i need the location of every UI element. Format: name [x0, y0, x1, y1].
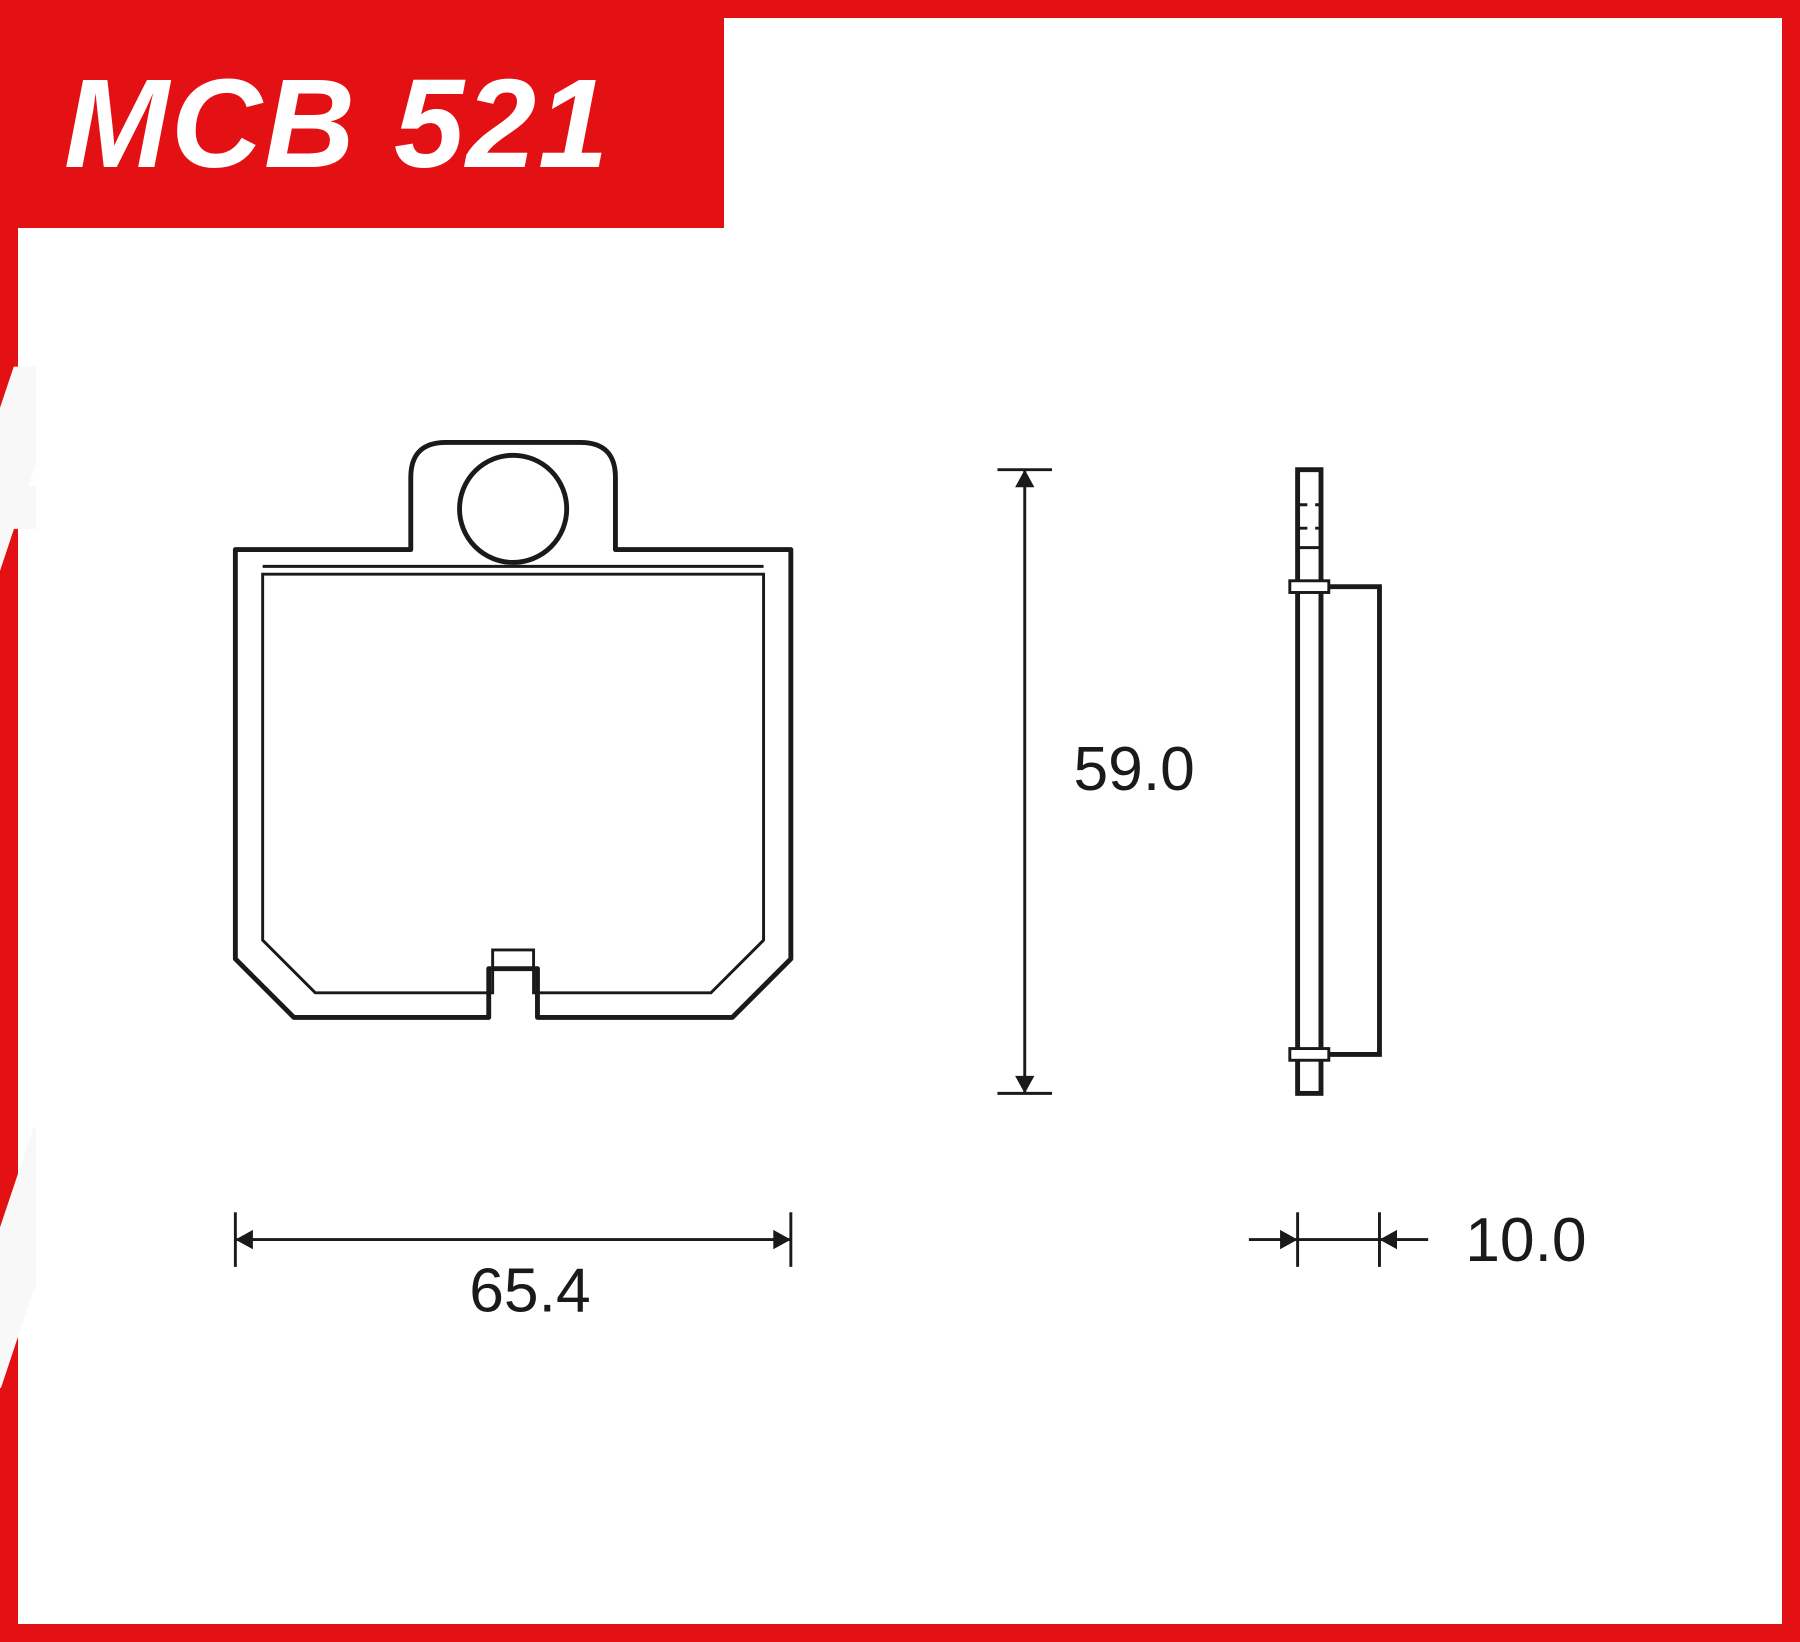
diagram-container: R R R R MCB 521 59.065.410.0 — [0, 0, 1800, 1642]
drawing-area: 59.0 65.4 10.0 — [36, 228, 1764, 1606]
outer-frame: R R R R MCB 521 59.065.410.0 — [0, 0, 1800, 1642]
svg-text:59.0: 59.0 — [1073, 735, 1194, 804]
product-code: MCB 521 — [64, 51, 610, 196]
svg-text:65.4: 65.4 — [469, 1257, 590, 1326]
technical-drawing: 59.0 65.4 10.0 — [36, 228, 1764, 1606]
svg-text:10.0: 10.0 — [1465, 1206, 1586, 1275]
title-bar: MCB 521 — [18, 18, 724, 228]
